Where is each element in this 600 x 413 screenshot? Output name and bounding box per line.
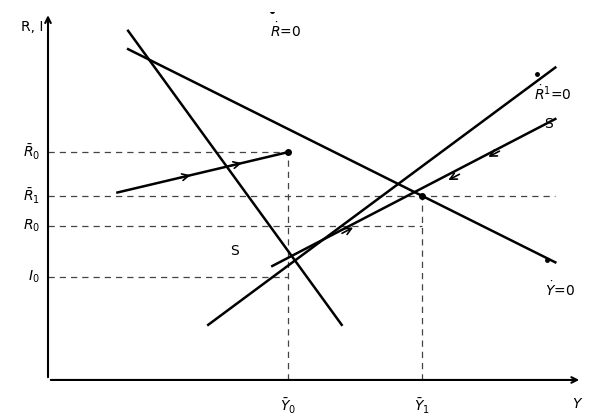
Text: Y: Y [572,396,581,411]
Text: R, I: R, I [21,20,43,34]
Text: $\dot{Y}$=0: $\dot{Y}$=0 [545,281,575,299]
Text: S: S [545,118,553,131]
Text: $I_0$: $I_0$ [28,269,40,285]
Text: $\bar{R}_1$: $\bar{R}_1$ [23,187,40,206]
Text: $\bar{Y}_1$: $\bar{Y}_1$ [414,396,430,413]
Text: $R_0$: $R_0$ [23,217,40,234]
Text: $\bar{Y}_0$: $\bar{Y}_0$ [280,396,296,413]
Text: S: S [230,244,239,258]
Text: $\dot{R}^1$=0: $\dot{R}^1$=0 [534,84,572,102]
Text: $\bar{R}_0$: $\bar{R}_0$ [23,142,40,161]
Text: $\dot{R}$=0: $\dot{R}$=0 [269,21,301,40]
